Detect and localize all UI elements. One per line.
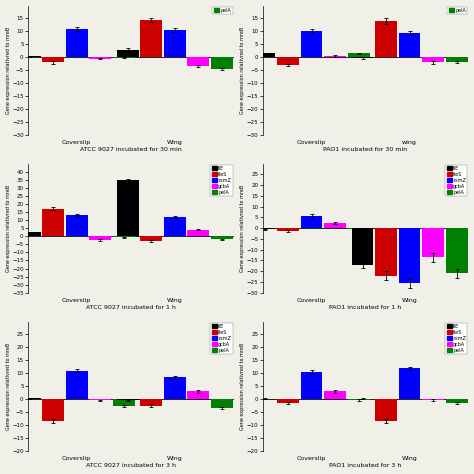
X-axis label: PAO1 incubated for 3 h: PAO1 incubated for 3 h <box>329 464 402 468</box>
Y-axis label: Gene expression relativred to mreB: Gene expression relativred to mreB <box>6 184 10 272</box>
Y-axis label: Gene expression relativred to mreB: Gene expression relativred to mreB <box>240 343 246 430</box>
Bar <box>164 377 185 399</box>
Bar <box>113 236 135 237</box>
Bar <box>352 228 374 265</box>
Legend: flE, fleS, rsmZ, gcbA, pelA: flE, fleS, rsmZ, gcbA, pelA <box>446 322 467 355</box>
Bar <box>422 399 444 401</box>
Bar <box>446 228 467 273</box>
Bar <box>187 230 209 236</box>
Bar <box>19 232 40 236</box>
Bar <box>187 392 209 399</box>
Legend: flE, fleS, rsmZ, gcbA, pelA: flE, fleS, rsmZ, gcbA, pelA <box>210 322 233 355</box>
X-axis label: PAO1 incubated for 1 h: PAO1 incubated for 1 h <box>329 305 401 310</box>
Bar <box>324 392 346 399</box>
Bar <box>375 228 397 275</box>
Bar <box>19 398 40 399</box>
Bar <box>348 399 370 400</box>
Bar <box>422 228 444 257</box>
Bar <box>352 57 374 58</box>
Bar <box>324 223 346 228</box>
Y-axis label: Gene expression relativred to mreB: Gene expression relativred to mreB <box>6 27 10 114</box>
Bar <box>301 216 322 228</box>
Bar <box>42 57 64 63</box>
Bar <box>277 57 299 65</box>
Legend: flE, fleS, rsmZ, gcbA, pelA: flE, fleS, rsmZ, gcbA, pelA <box>210 164 233 196</box>
Legend: pelA: pelA <box>447 7 467 14</box>
Bar <box>254 54 275 57</box>
Y-axis label: Gene expression relativred to mreB: Gene expression relativred to mreB <box>240 184 246 272</box>
Bar <box>90 399 111 401</box>
Bar <box>140 236 162 241</box>
Bar <box>90 236 111 240</box>
Bar <box>113 57 135 58</box>
Bar <box>140 20 162 57</box>
Bar <box>117 49 138 57</box>
Bar <box>446 57 467 63</box>
Bar <box>399 228 420 283</box>
Bar <box>422 57 444 63</box>
Bar <box>399 368 420 399</box>
Bar <box>187 57 209 66</box>
Bar <box>375 399 397 421</box>
Bar <box>211 57 233 69</box>
Bar <box>399 33 420 57</box>
Bar <box>164 217 185 236</box>
Bar <box>254 228 275 229</box>
Bar <box>42 209 64 236</box>
Bar <box>211 236 233 239</box>
Bar <box>66 215 88 236</box>
Bar <box>66 371 88 399</box>
Bar <box>164 30 185 57</box>
Bar <box>113 399 135 406</box>
Bar <box>301 31 322 57</box>
Bar <box>348 54 370 57</box>
Bar <box>117 180 138 236</box>
X-axis label: PAO1 incubated for 30 min: PAO1 incubated for 30 min <box>323 147 408 153</box>
Bar <box>277 399 299 403</box>
Bar <box>117 399 138 401</box>
Bar <box>90 57 111 59</box>
Bar <box>140 399 162 406</box>
Bar <box>348 228 370 229</box>
X-axis label: ATCC 9027 incubated for 3 h: ATCC 9027 incubated for 3 h <box>86 464 176 468</box>
Bar <box>19 56 40 57</box>
Bar <box>446 399 467 403</box>
Y-axis label: Gene expression relativred to mreB: Gene expression relativred to mreB <box>6 343 10 430</box>
Bar <box>375 21 397 57</box>
Bar <box>277 228 299 231</box>
Bar <box>66 29 88 57</box>
Y-axis label: Gene expression relativred to mreB: Gene expression relativred to mreB <box>240 27 246 114</box>
X-axis label: ATCC 9027 incubated for 1 h: ATCC 9027 incubated for 1 h <box>86 305 175 310</box>
Bar <box>42 399 64 421</box>
Bar <box>211 399 233 408</box>
Legend: flE, fleS, rsmZ, gcbA, pelA: flE, fleS, rsmZ, gcbA, pelA <box>446 164 467 196</box>
Bar <box>324 56 346 57</box>
X-axis label: ATCC 9027 incubated for 30 min: ATCC 9027 incubated for 30 min <box>80 147 182 153</box>
Bar <box>301 372 322 399</box>
Legend: pelA: pelA <box>212 7 233 14</box>
